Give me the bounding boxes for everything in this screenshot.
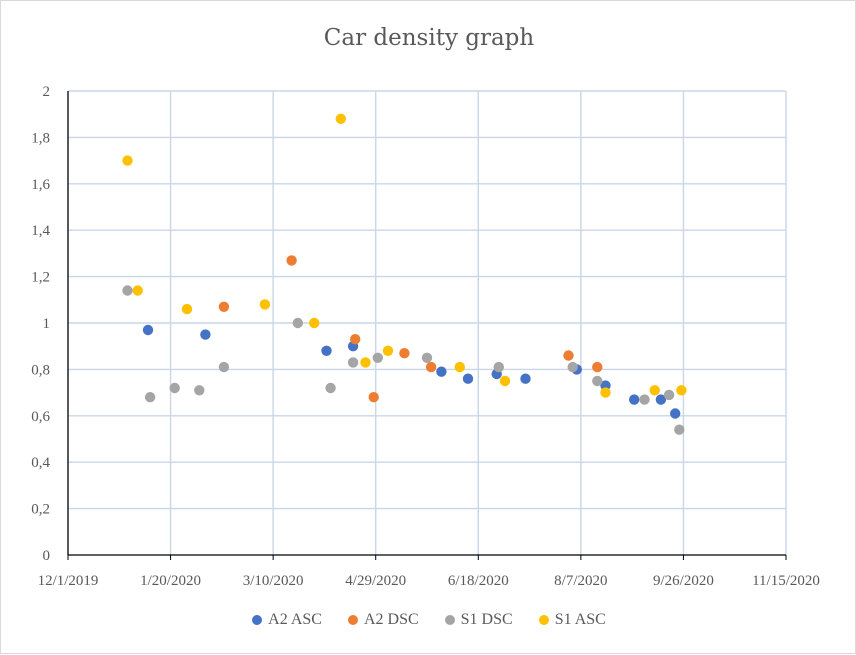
point-s1-dsc <box>194 385 205 396</box>
x-tick-label: 9/26/2020 <box>653 573 714 589</box>
point-a2-asc <box>142 324 154 336</box>
point-s1-dsc <box>218 361 230 373</box>
point-a2-asc <box>200 329 211 340</box>
point-s1-dsc <box>347 357 359 368</box>
y-tick-label: 0,6 <box>31 409 50 425</box>
point-s1-asc <box>181 303 193 315</box>
y-tick-label: 1,6 <box>31 177 50 193</box>
point-s1-dsc <box>169 382 180 394</box>
x-tick-label: 11/15/2020 <box>752 573 820 589</box>
point-s1-asc <box>309 317 320 329</box>
point-s1-dsc <box>493 361 504 373</box>
legend-label: S1 DSC <box>460 611 513 628</box>
point-s1-asc <box>382 345 394 356</box>
legend-marker-icon <box>252 615 263 625</box>
point-s1-dsc <box>567 361 578 373</box>
point-a2-asc <box>670 408 681 419</box>
y-tick-label: 0 <box>43 548 51 564</box>
point-s1-dsc <box>639 394 650 405</box>
point-a2-asc <box>321 345 332 356</box>
point-s1-asc <box>259 299 271 310</box>
point-a2-dsc <box>368 392 379 403</box>
point-s1-asc <box>600 387 611 398</box>
point-s1-asc <box>132 285 143 296</box>
x-tick-label: 1/20/2020 <box>140 573 201 589</box>
point-s1-dsc <box>292 317 303 329</box>
point-s1-dsc <box>663 389 675 401</box>
point-s1-dsc <box>372 352 383 363</box>
point-a2-asc <box>462 373 474 384</box>
point-a2-dsc <box>218 301 230 312</box>
x-tick-label: 8/7/2020 <box>554 573 607 589</box>
point-a2-asc <box>655 394 667 405</box>
y-tick-label: 2 <box>43 84 51 100</box>
legend-item: S1 DSC <box>444 611 513 629</box>
point-a2-dsc <box>399 348 410 359</box>
legend-item: A2 ASC <box>252 611 322 629</box>
point-a2-dsc <box>563 350 574 361</box>
legend-marker-icon <box>538 615 549 625</box>
point-a2-dsc <box>286 255 297 266</box>
x-tick-label: 4/29/2020 <box>345 573 406 589</box>
y-tick-label: 1,4 <box>31 223 50 239</box>
point-s1-dsc <box>122 285 133 296</box>
y-tick-label: 1,2 <box>31 270 50 286</box>
point-a2-dsc <box>592 361 603 373</box>
point-a2-dsc <box>425 361 437 373</box>
point-a2-asc <box>520 373 531 384</box>
point-a2-dsc <box>350 334 361 345</box>
point-a2-asc <box>436 366 447 377</box>
x-tick-label: 12/1/2019 <box>38 573 99 589</box>
y-tick-label: 0,8 <box>31 362 50 378</box>
point-s1-dsc <box>674 424 685 435</box>
point-s1-asc <box>499 375 511 387</box>
y-tick-label: 0,2 <box>31 502 50 518</box>
x-tick-label: 6/18/2020 <box>448 573 509 589</box>
point-s1-asc <box>676 385 687 396</box>
legend-label: A2 DSC <box>363 611 419 628</box>
x-tick-label: 3/10/2020 <box>243 573 304 589</box>
point-s1-asc <box>454 361 465 373</box>
point-s1-asc <box>122 155 133 166</box>
point-a2-asc <box>629 394 640 405</box>
legend-label: S1 ASC <box>554 611 606 628</box>
legend-marker-icon <box>347 615 358 625</box>
point-s1-asc <box>360 357 371 368</box>
legend-marker-icon <box>444 615 455 625</box>
point-s1-asc <box>335 113 346 125</box>
chart-title: Car density graph <box>323 25 535 51</box>
y-tick-label: 0,4 <box>31 455 50 471</box>
point-s1-asc <box>649 385 660 396</box>
y-tick-label: 1 <box>43 316 51 332</box>
y-tick-label: 1,8 <box>31 130 50 146</box>
legend: A2 ASC A2 DSC S1 DSC S1 ASC <box>1 611 856 629</box>
legend-label: A2 ASC <box>268 611 322 628</box>
legend-item: S1 ASC <box>538 611 606 629</box>
legend-item: A2 DSC <box>347 611 419 629</box>
point-s1-dsc <box>144 392 156 403</box>
point-s1-dsc <box>421 352 433 363</box>
point-s1-dsc <box>325 382 336 394</box>
point-s1-dsc <box>592 375 603 387</box>
